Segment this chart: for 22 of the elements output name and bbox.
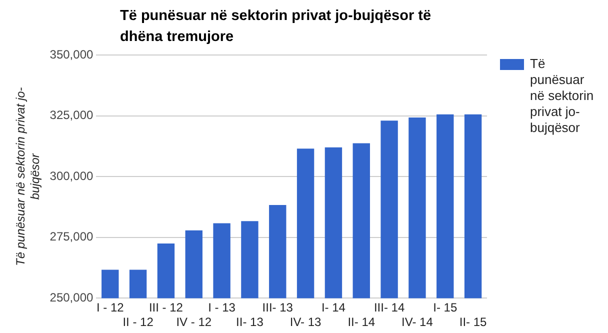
x-tick-label: I- 14 bbox=[321, 300, 346, 315]
y-tick-label: 250,000 bbox=[50, 290, 94, 305]
legend-label: Të punësuar në sektorin privat jo-bujqësor bbox=[530, 56, 595, 136]
x-tick-label: II- 13 bbox=[236, 315, 264, 330]
x-tick-label: II- 14 bbox=[348, 315, 376, 330]
x-tick-label: II- 15 bbox=[459, 315, 488, 330]
y-axis-title: Të punësuar në sektorin privat jo-bujqësor bbox=[14, 87, 42, 266]
x-tick-label: III - 12 bbox=[148, 300, 184, 315]
x-tick-label: III- 13 bbox=[262, 300, 294, 315]
x-tick-label: IV - 12 bbox=[176, 315, 212, 330]
x-tick-label: I- 15 bbox=[433, 300, 458, 315]
x-tick-label: II - 12 bbox=[122, 315, 154, 330]
y-tick-label: 350,000 bbox=[50, 47, 94, 62]
y-tick-label: 325,000 bbox=[50, 108, 94, 122]
y-tick-label: 275,000 bbox=[50, 230, 94, 244]
chart-title: Të punësuar në sektorin privat jo-bujqësor të dhëna tremujore bbox=[120, 7, 432, 47]
x-tick-label: III- 14 bbox=[374, 300, 405, 315]
x-tick-label: I - 12 bbox=[96, 300, 124, 315]
y-tick-label: 300,000 bbox=[50, 168, 94, 183]
x-tick-label: IV- 14 bbox=[402, 315, 434, 330]
x-tick-label: I - 13 bbox=[208, 300, 236, 315]
x-tick-label: IV- 13 bbox=[290, 315, 322, 330]
